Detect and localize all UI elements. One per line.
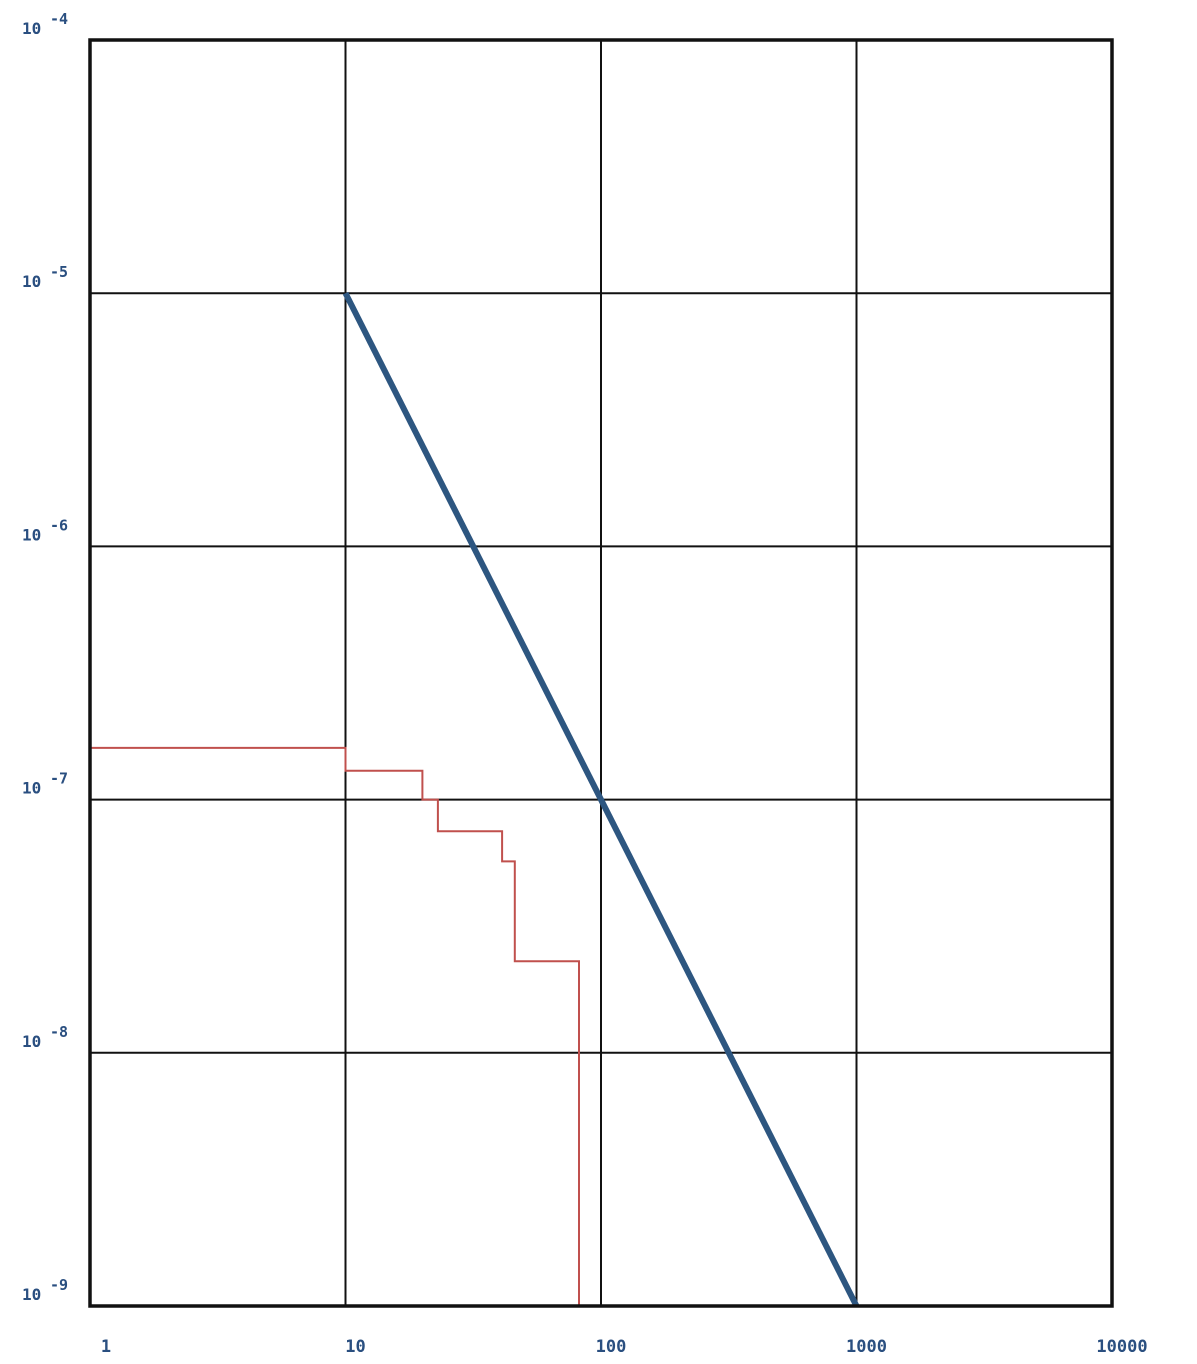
y-tick-exponent--6: -6 — [50, 516, 68, 534]
y-tick-exponent--4: -4 — [50, 10, 68, 28]
x-tick-label-1: 1 — [101, 1337, 111, 1357]
y-tick-base--8: 10 — [22, 1032, 41, 1051]
plot-frame — [88, 38, 1114, 1308]
y-tick-exponent--5: -5 — [50, 263, 68, 281]
x-tick-label-10000: 10000 — [1096, 1337, 1147, 1357]
y-tick-exponent--9: -9 — [50, 1276, 68, 1294]
x-tick-labels: 1 10 100 1000 10000 — [101, 1337, 1148, 1357]
series-step-line — [90, 746, 580, 1306]
y-tick-exponent--8: -8 — [50, 1023, 68, 1041]
series-straight-line — [342, 291, 860, 1308]
frame-layer — [88, 38, 1114, 1308]
y-tick-exponent--7: -7 — [50, 770, 68, 788]
x-tick-label-1000: 1000 — [846, 1337, 887, 1357]
x-tick-label-10: 10 — [345, 1337, 365, 1357]
y-tick-base--9: 10 — [22, 1285, 41, 1304]
y-tick-base--4: 10 — [22, 19, 41, 38]
y-tick-base--7: 10 — [22, 779, 41, 798]
x-tick-label-100: 100 — [596, 1337, 627, 1357]
y-tick-base--6: 10 — [22, 525, 41, 544]
series-layer — [90, 291, 860, 1308]
y-tick-labels: 10 -4 10 -5 10 -6 10 -7 10 -8 10 -9 — [22, 10, 68, 1304]
y-tick-base--5: 10 — [22, 272, 41, 291]
